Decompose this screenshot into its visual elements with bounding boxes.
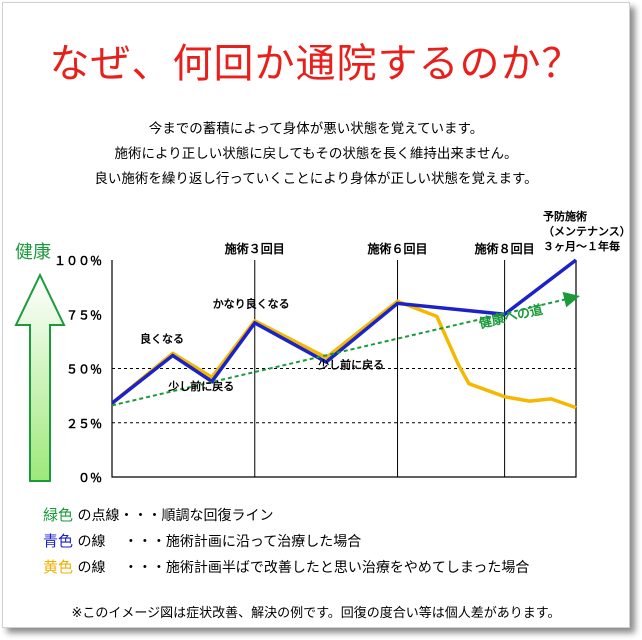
legend-text: の線 ・・・施術計画に沿って治療した場合 [73,534,362,550]
section-marker-label: 施術８回目 [475,241,535,256]
infographic-card: なぜ、何回か通院するのか？ 今までの蓄積によって身体が悪い状態を覚えています。 … [2,2,630,628]
chart-annotation: 健康への道 [477,302,544,332]
legend-item-green: 緑色 の点線・・・順調な回復ライン [43,503,529,529]
legend-text: の線 ・・・施術計画半ばで改善したと思い治療をやめてしまった場合 [73,560,530,576]
y-axis-title: 健康 [15,242,51,263]
series-line-green [111,291,580,407]
intro-line: 今までの蓄積によって身体が悪い状態を覚えています。 [148,121,484,137]
maintenance-label-line: 予防施術 [543,209,587,223]
footnote: ※このイメージ図は症状改善、解決の例です。回復の度合い等は個人差があります。 [71,606,561,621]
y-tick-label: ２５％ [66,417,102,431]
legend-color-word: 緑色 [43,506,74,524]
y-tick-label: ７５％ [66,308,102,322]
y-tick-label: ０％ [78,471,102,485]
recovery-chart: 健康 １００％ ７５％ ５０％ ２５％ ０％ 施術３回目 施術６回目 施術８回目良くなる少し前… [14,209,629,485]
section-marker-label: 施術３回目 [225,241,285,256]
series-line-yellow [110,299,577,410]
maintenance-label-line: ３ヶ月～１年毎 [543,239,620,253]
series-line-blue [110,258,578,405]
intro-line: 良い施術を繰り返し行っていくことにより身体が正しい状態を覚えます。 [94,171,538,187]
legend: 緑色 の点線・・・順調な回復ライン 青色 の線 ・・・施術計画に沿って治療した場… [43,503,529,581]
plot-area: １００％ ７５％ ５０％ ２５％ ０％ 施術３回目 施術６回目 施術８回目良くなる少し前に戻る… [54,209,629,485]
chart-annotation: 少し前に戻る [317,358,384,372]
legend-text: の点線・・・順調な回復ライン [73,508,274,524]
up-arrow-icon [14,272,66,482]
page-title: なぜ、何回か通院するのか？ [49,41,583,87]
legend-item-yellow: 黄色 の線 ・・・施術計画半ばで改善したと思い治療をやめてしまった場合 [43,555,529,581]
legend-color-word: 黄色 [43,558,74,576]
legend-item-blue: 青色 の線 ・・・施術計画に沿って治療した場合 [43,529,529,555]
intro-text: 今までの蓄積によって身体が悪い状態を覚えています。 施術により正しい状態に戻して… [3,117,629,192]
chart-annotation: かなり良くなる [213,297,290,311]
y-tick-label: １００％ [54,254,102,268]
intro-line: 施術により正しい状態に戻してもその状態を長く維持出来ません。 [114,146,518,162]
chart-annotation: 良くなる [140,331,184,345]
section-marker-label: 施術６回目 [368,241,428,256]
y-tick-label: ５０％ [66,363,102,377]
maintenance-label-line: （メンテナンス） [543,225,629,238]
legend-color-word: 青色 [43,532,74,550]
chart-annotation: 少し前に戻る [167,379,234,393]
